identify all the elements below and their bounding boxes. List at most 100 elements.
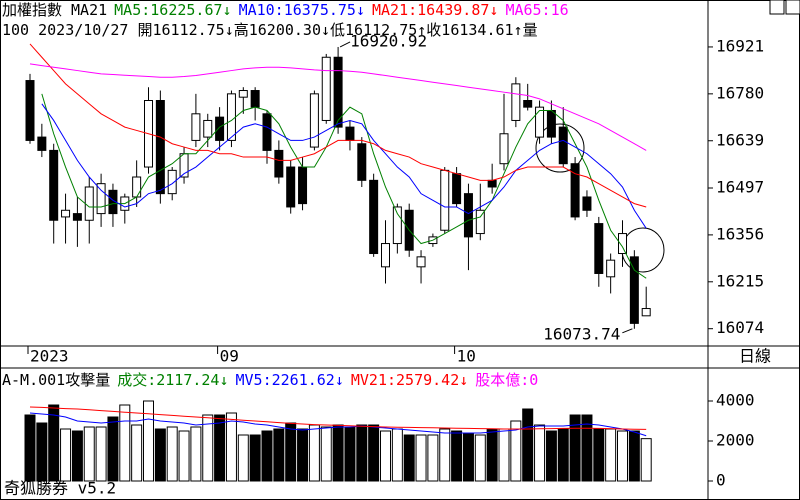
volume-bar xyxy=(166,426,178,482)
candle-body xyxy=(641,308,651,317)
volume-bar xyxy=(474,434,486,482)
candle-body xyxy=(475,209,485,235)
volume-bar xyxy=(214,414,226,482)
candle-body xyxy=(570,163,580,218)
candle-body xyxy=(84,186,94,221)
candle-body xyxy=(392,206,402,245)
volume-bar xyxy=(131,424,143,482)
volume-bar xyxy=(71,430,83,482)
highlight-circle xyxy=(621,227,665,273)
candle-body xyxy=(487,179,497,188)
mv-line xyxy=(29,412,647,437)
y-tick-label: 16639 xyxy=(716,130,764,149)
legend-item: 成交:2117.24↓ xyxy=(117,371,229,389)
volume-bar xyxy=(545,430,557,482)
candle-body xyxy=(238,90,248,98)
volume-bar xyxy=(356,424,368,482)
window-button[interactable] xyxy=(785,0,800,15)
candle-body xyxy=(96,183,106,215)
mv-line xyxy=(29,406,647,430)
y-tick-label: 16074 xyxy=(716,318,764,337)
ma-line xyxy=(41,93,647,279)
y-tick-label: 4000 xyxy=(716,391,755,410)
app-version: 奇狐勝券 v5.2 xyxy=(4,479,116,498)
candle-body xyxy=(369,179,379,255)
volume-bar xyxy=(569,414,581,482)
volume-bar xyxy=(190,426,202,482)
candle-body xyxy=(37,136,47,151)
candle-body xyxy=(250,90,260,108)
candle-body xyxy=(132,176,142,198)
legend-item: MV5:2261.62↓ xyxy=(235,371,344,389)
volume-bar xyxy=(249,434,261,482)
volume-bar xyxy=(83,426,95,482)
volume-bar xyxy=(628,430,640,482)
y-tick-label: 16921 xyxy=(716,36,764,55)
volume-bar xyxy=(557,428,569,482)
candle-body xyxy=(203,119,213,138)
volume-bar xyxy=(285,422,297,482)
extreme-label: 16920.92 xyxy=(350,31,427,50)
y-tick-label: 16215 xyxy=(716,271,764,290)
candle-body xyxy=(61,209,71,218)
window-button[interactable] xyxy=(769,0,785,15)
ma-line xyxy=(41,103,647,229)
header-row: 加權指數 MA21 MA5:16225.67↓ MA10:16375.75↓ MA21… xyxy=(2,1,708,19)
volume-bar xyxy=(581,414,593,482)
candle-body xyxy=(618,233,627,255)
volume-bar xyxy=(24,414,36,482)
y-tick-label: 2000 xyxy=(716,431,755,450)
volume-bar xyxy=(439,428,451,482)
candle-body xyxy=(582,196,592,211)
candle-body xyxy=(72,213,82,221)
volume-bar xyxy=(498,428,510,482)
y-tick-label: 16497 xyxy=(716,177,764,196)
y-tick-label: 16780 xyxy=(716,83,764,102)
volume-bar xyxy=(225,412,237,482)
volume-bar xyxy=(202,414,214,482)
volume-bar xyxy=(60,428,72,482)
volume-bar xyxy=(403,434,415,482)
volume-bar xyxy=(427,434,439,482)
period-label: 日線 xyxy=(739,347,771,366)
candle-body xyxy=(558,126,568,165)
legend-item: MA5:16225.67↓ xyxy=(114,1,232,19)
volume-bar xyxy=(332,424,344,482)
volume-bar xyxy=(617,430,628,482)
chart-title: A-M.001攻擊量 xyxy=(2,371,111,389)
candle-body xyxy=(499,133,509,165)
highlight-circle xyxy=(535,123,585,173)
x-tick-label: 2023 xyxy=(30,347,69,366)
candle-body xyxy=(357,143,367,181)
candle-body xyxy=(345,126,355,141)
volume-bar xyxy=(36,422,48,482)
volume-bar xyxy=(261,430,273,482)
candle-body xyxy=(274,149,284,178)
candle-body xyxy=(463,193,473,238)
candle-body xyxy=(381,243,390,268)
legend-item: MA10:16375.75↓ xyxy=(238,1,365,19)
ma-line xyxy=(29,43,647,208)
volume-bar xyxy=(486,428,498,482)
volume-bar xyxy=(143,400,154,482)
legend-item: MA65:16 xyxy=(505,1,569,19)
candle-body xyxy=(333,56,343,128)
chart-title: 加權指數 MA21 xyxy=(2,1,108,19)
volume-bar xyxy=(593,428,605,482)
candle-body xyxy=(511,83,521,121)
volume-bar xyxy=(178,430,190,482)
volume-bar xyxy=(534,424,546,482)
volume-bar xyxy=(451,430,463,482)
candle-body xyxy=(594,223,604,274)
legend-item: 股本億:0 xyxy=(475,371,539,389)
candle-body xyxy=(298,166,308,205)
volume-bar xyxy=(237,434,249,482)
candle-body xyxy=(606,259,616,278)
y-tick-label: 16356 xyxy=(716,224,764,243)
volume-bar xyxy=(107,416,119,482)
extreme-label: 16073.74 xyxy=(543,324,620,343)
volume-bar xyxy=(95,426,107,482)
volume-bar xyxy=(308,424,320,482)
